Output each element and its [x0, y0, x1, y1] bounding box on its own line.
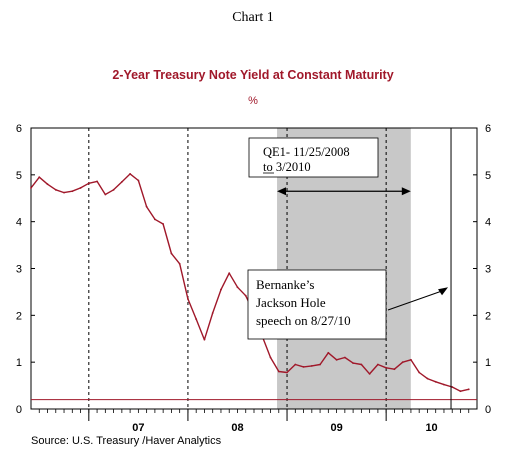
- yield-data-point: [352, 362, 355, 365]
- yield-data-point: [385, 366, 388, 369]
- yield-data-point: [418, 371, 421, 374]
- yield-data-point: [153, 218, 156, 221]
- y-tick-label-right: 3: [485, 264, 491, 276]
- y-tick-label-left: 3: [16, 264, 22, 276]
- yield-data-point: [294, 363, 297, 366]
- yield-data-point: [434, 380, 437, 383]
- qe1-annotation-line2: to 3/2010: [263, 160, 311, 174]
- x-tick-label: 10: [425, 422, 437, 434]
- y-tick-label-left: 5: [16, 170, 22, 182]
- yield-data-point: [162, 223, 165, 225]
- yield-data-point: [236, 286, 239, 289]
- yield-data-point: [426, 377, 429, 380]
- y-tick-label-left: 4: [16, 217, 22, 229]
- yield-data-point: [451, 386, 454, 388]
- yield-data-point: [120, 180, 123, 183]
- yield-data-point: [63, 191, 65, 194]
- yield-data-point: [443, 383, 445, 386]
- yield-data-point: [195, 318, 198, 320]
- year-divider-layer: [88, 128, 387, 409]
- yield-data-point: [310, 365, 313, 367]
- axis-tick-layer: [31, 127, 477, 421]
- yield-data-point: [376, 363, 379, 366]
- yield-data-point: [459, 390, 462, 393]
- qe1-arrowhead-left: [277, 187, 287, 196]
- yield-data-point: [38, 176, 41, 179]
- y-tick-label-left: 0: [16, 404, 22, 416]
- yield-data-point: [178, 262, 181, 265]
- yield-data-point: [269, 356, 272, 359]
- x-tick-label: 07: [132, 422, 144, 434]
- bernanke-annotation-line: Bernanke’s: [256, 277, 314, 292]
- yield-data-point: [360, 363, 363, 366]
- yield-data-point: [327, 351, 330, 354]
- yield-data-point: [104, 193, 107, 196]
- yield-data-point: [335, 358, 338, 361]
- bernanke-pointer-head: [438, 287, 449, 296]
- y-tick-label-right: 1: [485, 357, 491, 369]
- chart-title: 2-Year Treasury Note Yield at Constant M…: [112, 68, 393, 82]
- yield-data-point: [228, 272, 231, 275]
- source-note: Source: U.S. Treasury /Haver Analytics: [31, 435, 222, 447]
- yield-data-point: [410, 358, 412, 361]
- yield-data-point: [137, 179, 140, 182]
- chart-label: Chart 1: [232, 10, 274, 25]
- yield-data-point: [244, 294, 247, 297]
- yield-data-point: [54, 188, 57, 191]
- yield-data-point: [220, 288, 222, 291]
- yield-data-point: [277, 370, 280, 373]
- y-tick-label-right: 0: [485, 404, 491, 416]
- yield-data-point: [203, 338, 206, 341]
- yield-data-point: [467, 388, 470, 391]
- yield-data-point: [145, 205, 148, 208]
- yield-data-point: [79, 187, 82, 189]
- y-tick-label-right: 4: [485, 217, 491, 229]
- yield-data-point: [46, 183, 49, 186]
- yield-data-point: [96, 180, 98, 183]
- yield-data-point: [30, 187, 32, 189]
- yield-data-point: [129, 172, 132, 175]
- yield-data-point: [211, 312, 214, 314]
- yield-data-point: [87, 182, 90, 185]
- chart-subtitle: %: [248, 95, 258, 107]
- yield-data-point: [170, 252, 173, 255]
- yield-data-point: [112, 188, 115, 191]
- bernanke-annotation-box: [247, 269, 387, 340]
- yield-data-point: [368, 372, 371, 375]
- yield-data-point: [302, 365, 305, 368]
- yield-data-point: [71, 190, 74, 193]
- yield-data-point: [343, 356, 346, 359]
- qe1-annotation-line1: QE1- 11/25/2008: [263, 145, 350, 159]
- y-tick-label-right: 5: [485, 170, 491, 182]
- bernanke-annotation-line: Jackson Hole: [256, 295, 326, 310]
- tick-label-layer: 0 0 1 1 2 2 3 3 4 4 5 5 6 6 07 08 09 10: [16, 123, 491, 434]
- bernanke-annotation-line: speech on 8/27/10: [256, 313, 351, 328]
- y-tick-label-right: 6: [485, 123, 491, 135]
- yield-data-point: [393, 368, 396, 371]
- x-tick-label: 09: [330, 422, 342, 434]
- yield-data-point: [286, 371, 288, 374]
- x-tick-label: 08: [231, 422, 243, 434]
- y-tick-label-right: 2: [485, 310, 491, 322]
- yield-data-point: [187, 298, 189, 300]
- y-tick-label-left: 2: [16, 310, 22, 322]
- qe1-annotation-box: [248, 137, 379, 178]
- yield-data-point: [401, 361, 404, 364]
- yield-data-point: [319, 363, 321, 366]
- bernanke-pointer-line: [387, 289, 445, 311]
- qe1-arrowhead-right: [401, 187, 411, 196]
- y-tick-label-left: 1: [16, 357, 22, 369]
- y-tick-label-left: 6: [16, 123, 22, 135]
